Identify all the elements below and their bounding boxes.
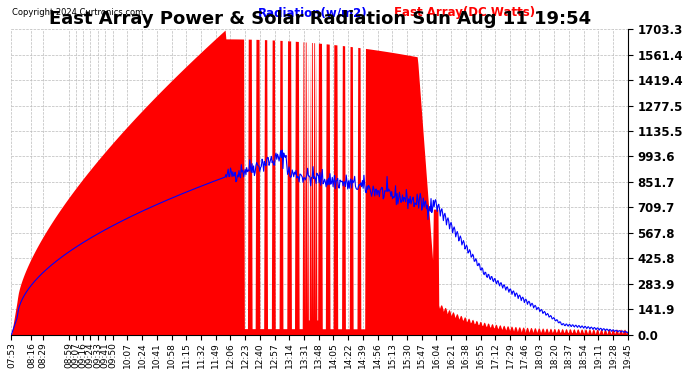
- Text: Radiation(w/m2): Radiation(w/m2): [258, 6, 368, 19]
- Text: East Array(DC Watts): East Array(DC Watts): [393, 6, 535, 19]
- Title: East Array Power & Solar Radiation Sun Aug 11 19:54: East Array Power & Solar Radiation Sun A…: [48, 10, 591, 28]
- Text: Copyright 2024 Curtronics.com: Copyright 2024 Curtronics.com: [12, 8, 144, 17]
